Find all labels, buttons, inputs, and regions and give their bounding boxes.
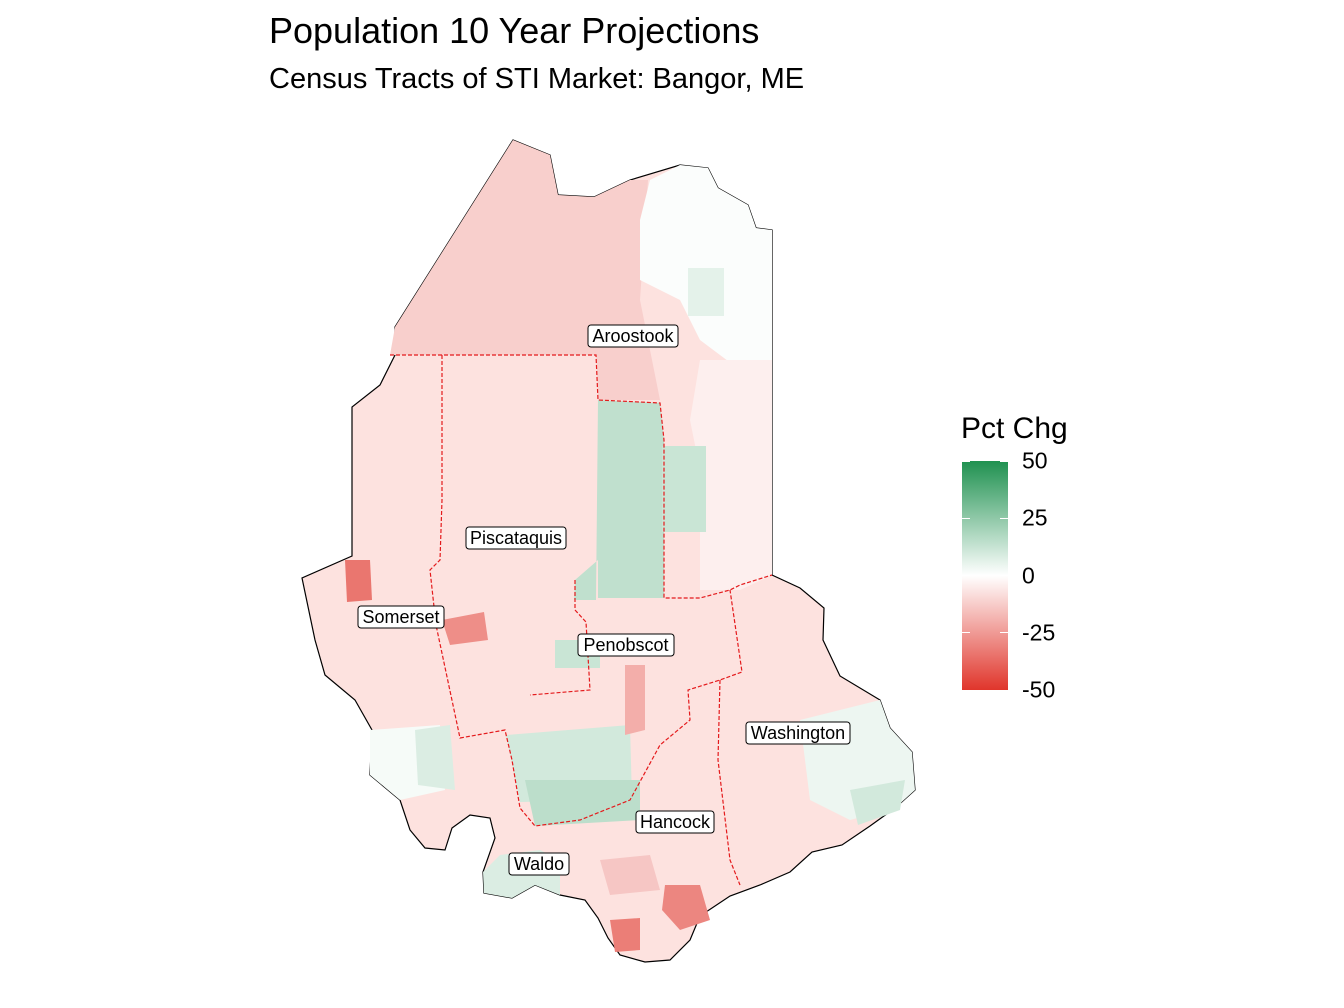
- county-label-hancock[interactable]: Hancock: [635, 810, 715, 834]
- tract-aroostook-east[interactable]: [690, 360, 772, 590]
- county-label-text: Waldo: [514, 854, 564, 874]
- county-label-somerset[interactable]: Somerset: [357, 605, 445, 629]
- map-subtitle: Census Tracts of STI Market: Bangor, ME: [269, 63, 805, 95]
- legend-tick-mark: [962, 575, 970, 576]
- legend-tick-mark: [962, 517, 970, 519]
- legend-title: Pct Chg: [961, 412, 1068, 445]
- boundary-washington: [717, 679, 741, 886]
- boundary-aroostook-south: [390, 354, 773, 599]
- legend-tick-mark: [1000, 632, 1008, 634]
- legend-tick-mark: [962, 632, 970, 634]
- legend-tick-mark: [962, 689, 970, 691]
- legend-tick-mark: [1000, 460, 1008, 462]
- county-boundaries: [390, 354, 773, 886]
- tract-penobscot-north[interactable]: [574, 400, 664, 600]
- county-label-penobscot[interactable]: Penobscot: [577, 633, 675, 657]
- boundary-penobscot-west: [529, 580, 591, 696]
- county-label-text: Somerset: [362, 607, 439, 627]
- legend-tick-label: -25: [1022, 619, 1056, 646]
- tract-penobscot-pink[interactable]: [625, 665, 645, 735]
- legend-tick-mark: [962, 460, 970, 462]
- county-label-waldo[interactable]: Waldo: [508, 852, 570, 876]
- county-labels: Aroostook Piscataquis Somerset Penobscot…: [357, 324, 851, 876]
- tract-somerset-south-green[interactable]: [415, 725, 455, 790]
- county-label-text: Piscataquis: [470, 528, 562, 548]
- county-label-washington[interactable]: Washington: [745, 721, 851, 745]
- tract-piscataquis-red[interactable]: [442, 612, 488, 645]
- legend-tick-label: 0: [1022, 562, 1035, 588]
- county-label-text: Aroostook: [592, 326, 674, 346]
- tract-aroostook-green[interactable]: [688, 268, 724, 316]
- tract-aroostook-northeast[interactable]: [640, 165, 772, 370]
- county-label-text: Penobscot: [583, 635, 668, 655]
- county-label-text: Hancock: [640, 812, 711, 832]
- tract-somerset-red[interactable]: [345, 560, 372, 602]
- tract-penobscot-green-south[interactable]: [525, 780, 640, 826]
- legend-tick-mark: [1000, 689, 1008, 691]
- county-label-text: Washington: [751, 723, 845, 743]
- tract-hancock-island-1[interactable]: [662, 885, 710, 930]
- legend-tick-label: 25: [1022, 504, 1048, 531]
- legend-tick-label: -50: [1022, 676, 1056, 703]
- legend-tick-mark: [1000, 517, 1008, 519]
- legend-tick-label: 50: [1022, 447, 1048, 474]
- map-title: Population 10 Year Projections: [269, 10, 760, 51]
- boundary-piscataquis: [429, 355, 743, 827]
- tract-hancock-island-2[interactable]: [610, 918, 640, 952]
- county-label-aroostook[interactable]: Aroostook: [587, 324, 679, 348]
- tract-penobscot-green-north[interactable]: [662, 446, 706, 532]
- county-label-piscataquis[interactable]: Piscataquis: [465, 526, 567, 550]
- legend-tick-mark: [1000, 575, 1008, 576]
- tract-hancock-coast[interactable]: [600, 855, 660, 895]
- tract-washington-coast[interactable]: [850, 780, 905, 825]
